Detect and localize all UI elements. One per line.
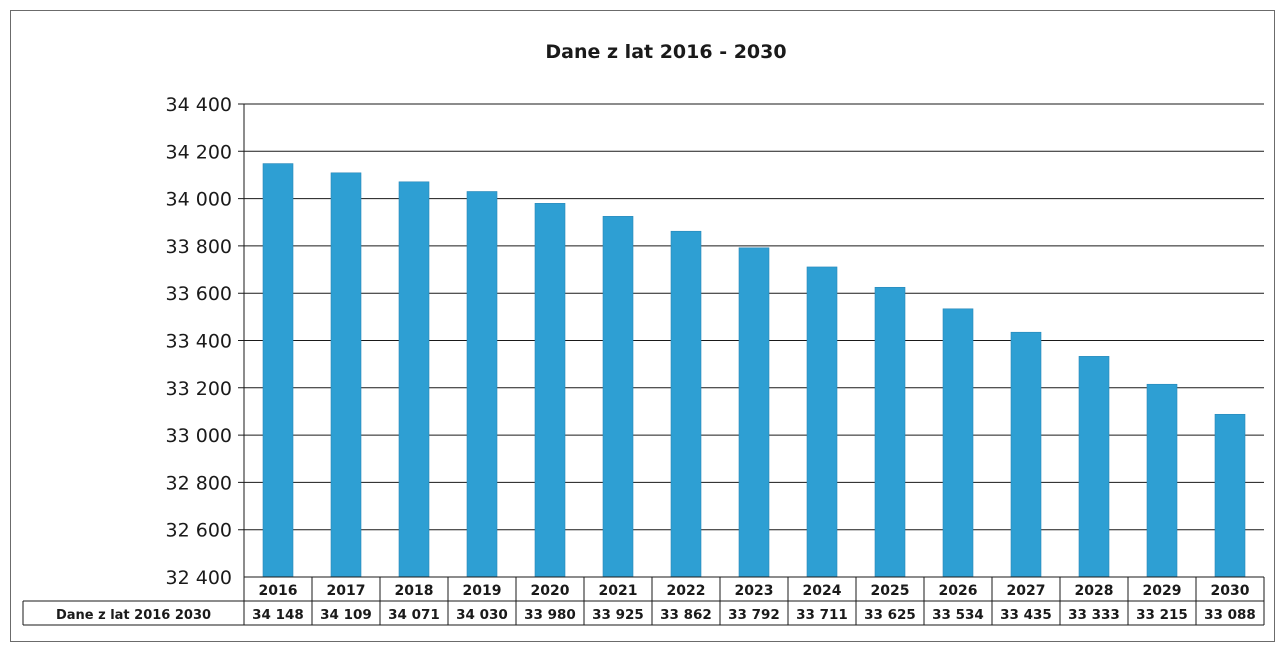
y-axis-ticks: 32 400 32 600 32 800 33 000 33 200 33 400 33 6… [166, 94, 232, 589]
bar [330, 172, 362, 578]
x-category-label: 2025 [871, 583, 910, 599]
x-category-label: 2028 [1075, 583, 1114, 599]
x-category-label: 2022 [667, 583, 706, 599]
x-category-label: 2018 [395, 583, 434, 599]
table-value: 34 071 [388, 607, 440, 623]
table-value: 34 109 [320, 607, 372, 623]
chart-title: Dane z lat 2016 - 2030 [545, 41, 786, 63]
table-value: 33 862 [660, 607, 712, 623]
x-category-label: 2021 [599, 583, 638, 599]
bar [602, 216, 634, 578]
table-value: 33 792 [728, 607, 780, 623]
table-value: 33 534 [932, 607, 984, 623]
x-category-label: 2020 [531, 583, 570, 599]
bar [942, 308, 974, 578]
table-value: 33 435 [1000, 607, 1052, 623]
y-tick-label: 32 600 [166, 520, 232, 542]
table-value: 33 215 [1136, 607, 1188, 623]
bar [398, 181, 430, 578]
y-tick-label: 34 000 [166, 189, 232, 211]
bar [262, 163, 294, 578]
x-category-label: 2016 [259, 583, 298, 599]
bar [466, 191, 498, 578]
y-tick-label: 33 800 [166, 236, 232, 258]
y-tick-label: 33 400 [166, 331, 232, 353]
table-value: 34 030 [456, 607, 508, 623]
bars [262, 163, 1246, 578]
x-category-label: 2030 [1211, 583, 1250, 599]
x-category-label: 2024 [803, 583, 842, 599]
x-category-label: 2029 [1143, 583, 1182, 599]
bar [534, 203, 566, 578]
table-series-label: Dane z lat 2016 2030 [56, 608, 211, 623]
table-value: 33 625 [864, 607, 916, 623]
bar [670, 230, 702, 578]
table-value: 33 711 [796, 607, 848, 623]
bar [1078, 356, 1110, 578]
table-value: 33 925 [592, 607, 644, 623]
x-category-label: 2019 [463, 583, 502, 599]
y-tick-label: 33 200 [166, 378, 232, 400]
y-tick-label: 33 000 [166, 425, 232, 447]
chart-frame: Dane z lat 2016 - 2030 32 400 32 600 32 80… [10, 10, 1275, 642]
bar [1010, 331, 1042, 578]
bar [874, 286, 906, 578]
x-category-label: 2027 [1007, 583, 1046, 599]
table-value: 33 333 [1068, 607, 1120, 623]
y-tick-label: 32 800 [166, 472, 232, 494]
table-value: 33 980 [524, 607, 576, 623]
x-category-label: 2026 [939, 583, 978, 599]
bar [738, 247, 770, 578]
y-tick-label: 34 200 [166, 141, 232, 163]
bar [1146, 383, 1178, 578]
table-value: 33 088 [1204, 607, 1256, 623]
x-category-label: 2017 [327, 583, 366, 599]
y-tick-label: 33 600 [166, 283, 232, 305]
y-tick-label: 32 400 [166, 567, 232, 589]
x-category-label: 2023 [735, 583, 774, 599]
y-tick-label: 34 400 [166, 94, 232, 116]
bar-chart: Dane z lat 2016 - 2030 32 400 32 600 32 80… [22, 41, 1265, 626]
table-value: 34 148 [252, 607, 304, 623]
bar [806, 266, 838, 578]
data-table: Dane z lat 2016 2030 2016 2017 2018 2019 202… [22, 576, 1265, 626]
bar [1214, 413, 1246, 578]
